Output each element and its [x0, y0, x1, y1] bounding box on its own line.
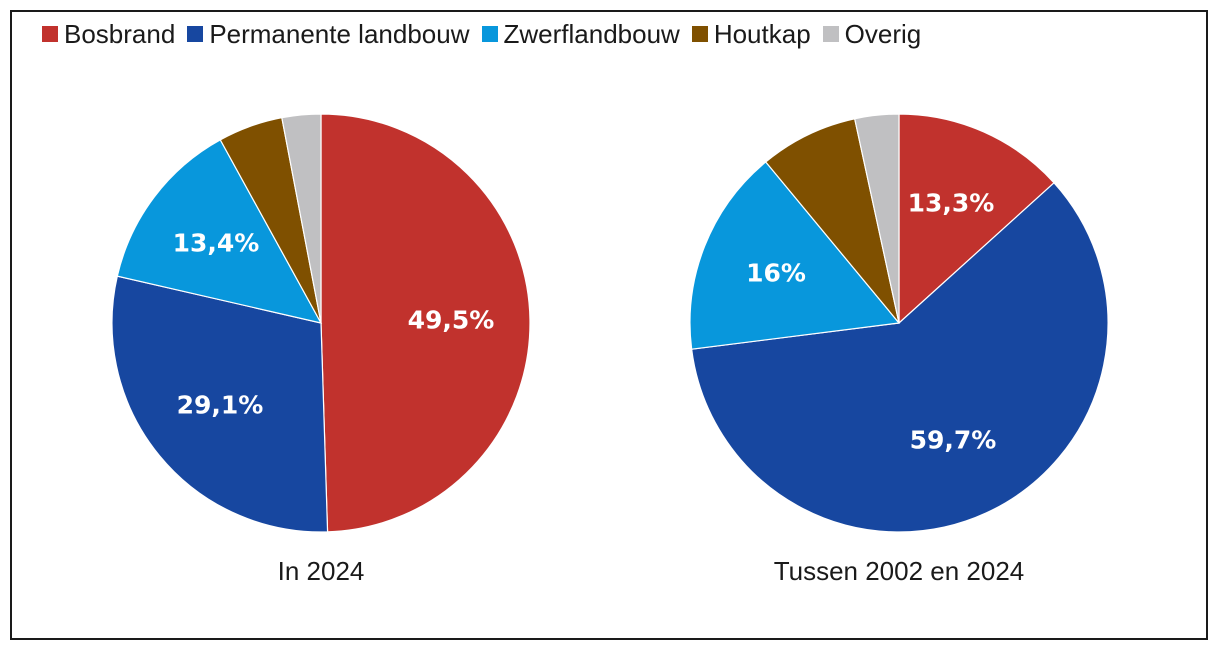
- legend-swatch-zwerflandbouw: [481, 26, 498, 42]
- legend-swatch-bosbrand: [42, 26, 58, 42]
- legend-item-zwerflandbouw: Zwerflandbouw: [481, 18, 680, 50]
- pie-slice-bosbrand-2002-2024: [898, 113, 1055, 325]
- pie-slice-zwerflandbouw-2002-2024: [689, 161, 901, 350]
- legend-label-overig: Overig: [844, 18, 922, 49]
- pie-title-2024: In 2024: [278, 556, 365, 586]
- pie-chart-2002-2024: 13,3% 59,7% 16% Tussen 2002 en 2024: [689, 113, 1109, 586]
- pie-slice-zwerflandbouw-2024: [116, 139, 323, 324]
- legend: Bosbrand Permanente landbouw Zwerflandbo…: [42, 14, 933, 54]
- legend-item-houtkap: Houtkap: [691, 18, 811, 50]
- pie-label-permanente-landbouw-2024: 29,1%: [177, 391, 264, 420]
- pie-chart-2024: 49,5% 29,1% 13,4% In 2024: [111, 113, 531, 586]
- pie-label-zwerflandbouw-2002-2024: 16%: [746, 259, 806, 288]
- legend-item-bosbrand: Bosbrand: [42, 19, 175, 50]
- pie-slice-permanente-landbouw-2024: [111, 275, 329, 533]
- legend-swatch-houtkap: [691, 26, 708, 42]
- legend-item-permanente-landbouw: Permanente landbouw: [187, 18, 470, 50]
- pie-slice-permanente-landbouw-2002-2024: [690, 181, 1109, 533]
- legend-label-houtkap: Houtkap: [713, 18, 811, 49]
- legend-label-zwerflandbouw: Zwerflandbouw: [503, 18, 680, 49]
- pie-labels-2024: 49,5% 29,1% 13,4%: [173, 229, 495, 420]
- pie-label-permanente-landbouw-2002-2024: 59,7%: [910, 426, 997, 455]
- legend-swatch-overig: [822, 26, 839, 42]
- legend-swatch-permanente-landbouw: [187, 26, 204, 42]
- pie-title-2002-2024: Tussen 2002 en 2024: [774, 556, 1025, 586]
- pie-label-bosbrand-2002-2024: 13,3%: [908, 189, 995, 218]
- pie-slices-2024: [111, 113, 531, 533]
- pie-labels-2002-2024: 13,3% 59,7% 16%: [746, 189, 996, 455]
- legend-item-overig: Overig: [822, 18, 922, 50]
- pie-slices-2002-2024: [689, 113, 1109, 533]
- pie-slice-overig-2024: [281, 113, 322, 324]
- pie-slice-bosbrand-2024: [320, 113, 531, 533]
- pie-label-bosbrand-2024: 49,5%: [408, 306, 495, 335]
- pie-label-zwerflandbouw-2024: 13,4%: [173, 229, 260, 258]
- pie-slice-overig-2002-2024: [853, 113, 900, 324]
- legend-label-permanente-landbouw: Permanente landbouw: [209, 18, 470, 49]
- legend-label-bosbrand: Bosbrand: [64, 18, 176, 49]
